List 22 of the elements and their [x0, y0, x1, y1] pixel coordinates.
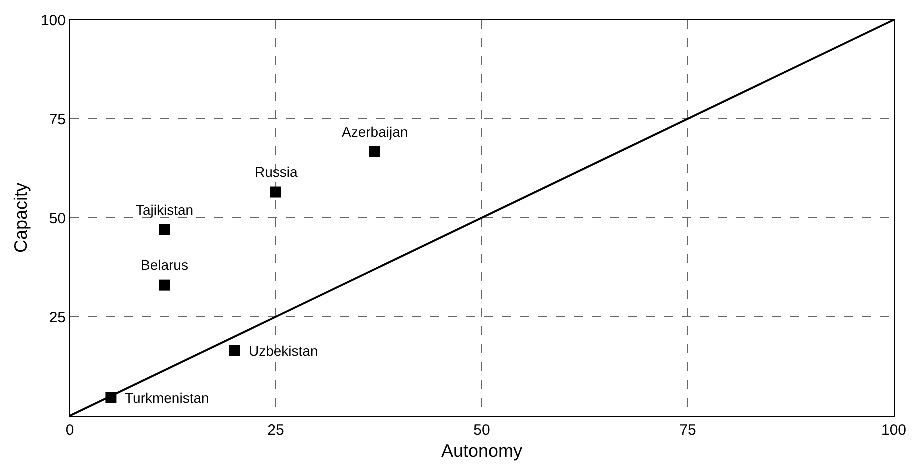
x-tick-label: 0	[66, 422, 74, 439]
point	[159, 224, 170, 236]
annotation: Azerbaijan	[342, 124, 408, 140]
point	[229, 345, 240, 356]
x-tick-label: 75	[680, 422, 696, 439]
annotation: Russia	[255, 164, 298, 180]
point	[159, 280, 170, 291]
y-axis-title: Capacity	[11, 182, 32, 254]
annotation: Uzbekistan	[249, 343, 318, 359]
x-tick-label: 50	[474, 422, 490, 439]
point	[270, 186, 282, 198]
x-axis-title: Autonomy	[441, 441, 523, 462]
x-tick-label: 100	[881, 422, 907, 439]
y-tick-label: 100	[40, 12, 66, 30]
point	[369, 146, 380, 158]
annotation: Turkmenistan	[125, 390, 210, 406]
y-tick-label: 75	[49, 111, 66, 128]
annotation: Belarus	[141, 257, 188, 273]
annotation: Tajikistan	[136, 202, 194, 218]
y-tick-label: 50	[49, 210, 66, 228]
y-tick-label: 25	[49, 309, 66, 326]
x-tick-label: 25	[268, 422, 284, 439]
